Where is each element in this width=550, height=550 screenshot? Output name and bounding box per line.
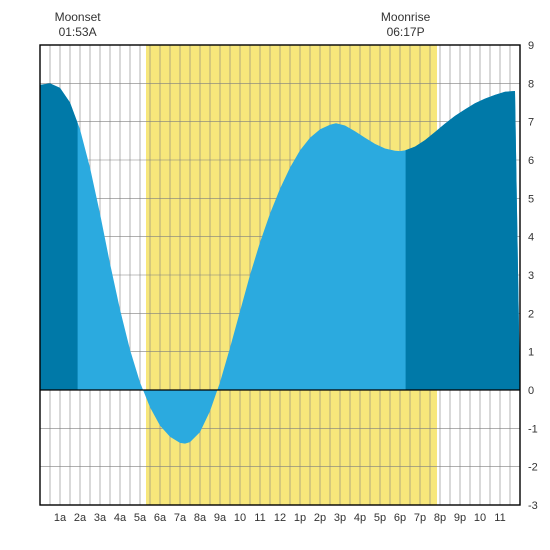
x-tick-label: 10 <box>474 512 486 524</box>
y-tick-label: 5 <box>528 193 534 205</box>
y-tick-label: 4 <box>528 232 534 244</box>
y-tick-label: -2 <box>528 462 538 474</box>
x-tick-label: 3a <box>94 512 107 524</box>
x-tick-label: 11 <box>254 512 265 524</box>
x-tick-label: 5p <box>374 512 386 524</box>
x-tick-label: 3p <box>334 512 346 524</box>
y-tick-label: 1 <box>528 347 534 359</box>
y-tick-label: 0 <box>528 385 534 397</box>
x-tick-label: 5a <box>134 512 147 524</box>
tide-chart: Moonset 01:53A Moonrise 06:17P -3-2-1012… <box>0 0 550 550</box>
x-tick-label: 8p <box>434 512 446 524</box>
x-tick-label: 6p <box>394 512 406 524</box>
y-tick-label: 8 <box>528 78 534 90</box>
x-tick-label: 4a <box>114 512 127 524</box>
x-tick-label: 1p <box>294 512 306 524</box>
x-tick-label: 9p <box>454 512 466 524</box>
x-tick-label: 7a <box>174 512 187 524</box>
x-tick-label: 1a <box>54 512 67 524</box>
x-tick-label: 8a <box>194 512 207 524</box>
y-tick-label: 3 <box>528 270 534 282</box>
x-tick-label: 2a <box>74 512 87 524</box>
y-tick-label: 2 <box>528 308 534 320</box>
x-tick-label: 12 <box>274 512 286 524</box>
x-tick-label: 9a <box>214 512 227 524</box>
x-tick-label: 10 <box>234 512 246 524</box>
y-tick-label: 9 <box>528 40 534 52</box>
chart-svg: -3-2-101234567891a2a3a4a5a6a7a8a9a101112… <box>0 0 550 550</box>
y-tick-label: -3 <box>528 500 538 512</box>
x-tick-label: 6a <box>154 512 167 524</box>
x-tick-label: 2p <box>314 512 326 524</box>
y-tick-label: 7 <box>528 117 534 129</box>
x-tick-label: 4p <box>354 512 366 524</box>
y-tick-label: 6 <box>528 155 534 167</box>
y-tick-label: -1 <box>528 423 538 435</box>
x-tick-label: 7p <box>414 512 426 524</box>
x-tick-label: 11 <box>494 512 505 524</box>
